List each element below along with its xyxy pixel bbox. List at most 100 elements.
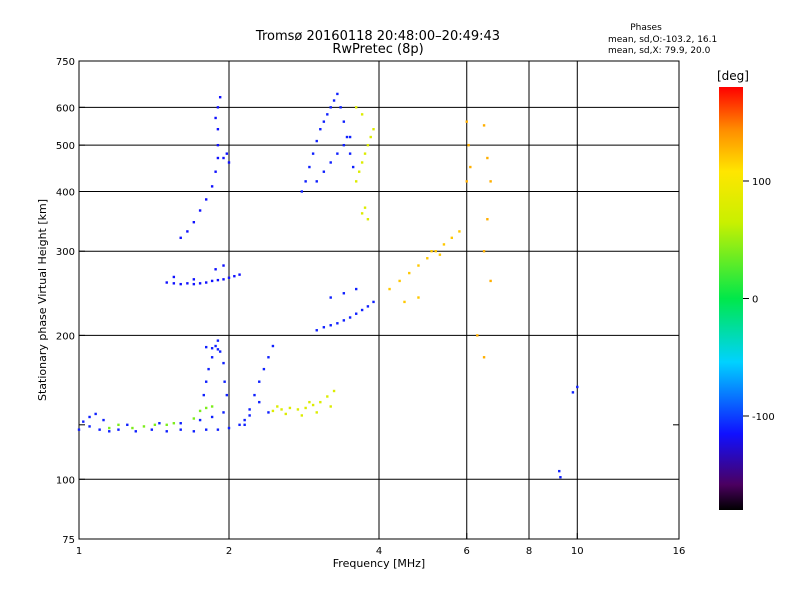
data-point bbox=[216, 348, 220, 351]
data-point bbox=[304, 406, 307, 410]
x-tick-label: 16 bbox=[673, 546, 686, 557]
data-point bbox=[117, 423, 120, 427]
data-point bbox=[329, 106, 332, 109]
data-point bbox=[204, 428, 208, 431]
data-point bbox=[210, 356, 214, 359]
data-point bbox=[179, 422, 182, 425]
y-tick-label: 200 bbox=[56, 331, 75, 342]
data-point bbox=[198, 282, 202, 285]
data-point bbox=[258, 400, 261, 404]
data-point bbox=[336, 322, 339, 325]
data-point bbox=[442, 243, 446, 246]
data-point bbox=[326, 395, 329, 398]
data-point bbox=[186, 282, 189, 285]
data-point bbox=[204, 380, 208, 383]
data-point bbox=[308, 165, 311, 169]
data-point bbox=[218, 95, 222, 99]
data-point bbox=[482, 124, 486, 127]
data-point bbox=[366, 218, 370, 221]
data-point bbox=[342, 143, 346, 147]
data-points bbox=[77, 92, 579, 479]
data-point bbox=[218, 350, 222, 353]
x-tick-label: 6 bbox=[464, 546, 470, 557]
data-point bbox=[227, 426, 231, 430]
data-point bbox=[227, 161, 231, 164]
data-point bbox=[342, 292, 346, 295]
data-point bbox=[467, 143, 470, 147]
data-point bbox=[284, 412, 287, 416]
data-point bbox=[348, 316, 352, 319]
data-point bbox=[150, 428, 154, 431]
colorbar-tick-label: -100 bbox=[752, 412, 775, 423]
data-point bbox=[82, 420, 85, 423]
data-point bbox=[179, 282, 182, 286]
data-point bbox=[142, 425, 146, 428]
colorbar-tick-label: 100 bbox=[752, 177, 771, 188]
data-point bbox=[319, 400, 322, 404]
data-point bbox=[348, 152, 352, 155]
data-point bbox=[214, 268, 217, 271]
data-point bbox=[465, 180, 468, 183]
data-point bbox=[342, 319, 346, 322]
data-point bbox=[192, 278, 196, 281]
y-tick-label: 75 bbox=[62, 535, 75, 546]
grid-lines bbox=[79, 61, 679, 539]
data-point bbox=[108, 430, 111, 433]
phase-stats-o: mean, sd,O:-103.2, 16.1 bbox=[608, 35, 717, 45]
data-point bbox=[288, 406, 292, 410]
data-point bbox=[126, 423, 129, 427]
data-point bbox=[311, 403, 315, 407]
data-point bbox=[204, 281, 208, 284]
data-point bbox=[438, 253, 442, 256]
data-point bbox=[315, 329, 318, 332]
data-point bbox=[345, 135, 349, 139]
y-tick-label: 500 bbox=[56, 141, 75, 152]
data-point bbox=[243, 418, 246, 422]
data-point bbox=[489, 279, 492, 283]
data-point bbox=[165, 423, 168, 427]
x-axis: 1 2 4 6 8 10 16 bbox=[76, 533, 686, 557]
data-point bbox=[186, 230, 189, 233]
data-point bbox=[204, 198, 208, 201]
data-point bbox=[372, 300, 375, 304]
x-tick-label: 4 bbox=[376, 546, 382, 557]
data-point bbox=[315, 411, 318, 414]
data-point bbox=[271, 409, 275, 413]
data-point bbox=[258, 380, 261, 383]
data-point bbox=[360, 308, 364, 312]
data-point bbox=[489, 180, 492, 183]
data-point bbox=[210, 405, 214, 408]
phase-stats-x: mean, sd,X: 79.9, 20.0 bbox=[608, 46, 711, 56]
data-point bbox=[262, 367, 266, 371]
data-point bbox=[102, 418, 105, 422]
data-point bbox=[332, 99, 336, 102]
data-point bbox=[216, 428, 220, 431]
data-point bbox=[98, 428, 101, 431]
data-point bbox=[253, 393, 256, 397]
data-point bbox=[304, 180, 307, 183]
data-point bbox=[216, 278, 220, 282]
data-point bbox=[559, 476, 562, 479]
data-point bbox=[348, 135, 352, 139]
data-point bbox=[336, 92, 339, 96]
data-point bbox=[204, 406, 208, 410]
data-point bbox=[216, 156, 220, 160]
data-point bbox=[360, 161, 364, 164]
data-point bbox=[300, 190, 304, 193]
data-point bbox=[165, 430, 168, 433]
data-point bbox=[238, 423, 241, 427]
data-point bbox=[372, 127, 375, 131]
data-point bbox=[417, 264, 420, 267]
data-point bbox=[210, 185, 214, 188]
y-tick-label: 600 bbox=[56, 103, 75, 114]
data-point bbox=[214, 116, 217, 120]
data-point bbox=[300, 414, 304, 417]
y-axis: 75 100 200 300 400 500 600 750 bbox=[56, 57, 85, 546]
data-point bbox=[476, 334, 479, 337]
data-point bbox=[158, 422, 161, 425]
data-point bbox=[222, 278, 225, 281]
chart-title: Tromsø 20160118 20:48:00–20:49:43 bbox=[255, 29, 500, 44]
data-point bbox=[216, 143, 220, 147]
data-point bbox=[267, 411, 270, 414]
